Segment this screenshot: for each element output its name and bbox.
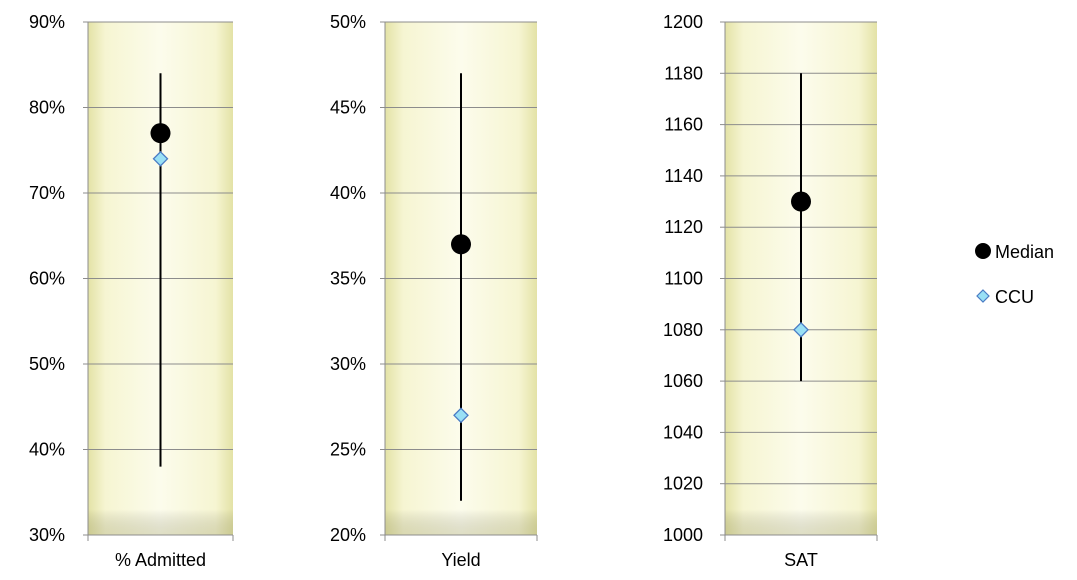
- category-label: Yield: [441, 550, 480, 570]
- median-point: [451, 234, 471, 255]
- y-tick-label: 25%: [330, 440, 366, 460]
- y-tick-label: 1000: [663, 525, 703, 545]
- y-tick-label: 1180: [664, 63, 703, 83]
- legend-ccu-label: CCU: [995, 287, 1034, 307]
- y-tick-label: 45%: [330, 98, 366, 118]
- y-tick-label: 1140: [664, 166, 703, 186]
- y-tick-label: 1060: [663, 371, 703, 391]
- legend-median-label: Median: [995, 242, 1054, 262]
- y-tick-label: 80%: [29, 98, 65, 118]
- y-tick-label: 70%: [29, 183, 65, 203]
- y-tick-label: 50%: [29, 354, 65, 374]
- ccu-point: [152, 150, 169, 167]
- panel-admitted: 30% 40% 50% 60% 70% 80% 90% % Admitted: [29, 12, 234, 570]
- panel-sat: 1000 1020 1040 1060 1080 1100 1120 1140 1160 1180…: [663, 12, 878, 570]
- legend-median-marker: [975, 243, 991, 259]
- category-label: % Admitted: [115, 550, 206, 570]
- y-tick-label: 30%: [330, 354, 366, 374]
- legend: Median CCU: [975, 242, 1054, 307]
- y-tick-label: 1120: [664, 217, 703, 237]
- y-tick-label: 35%: [330, 269, 366, 289]
- y-tick-label: 1020: [663, 474, 703, 494]
- median-point: [791, 191, 811, 212]
- category-label: SAT: [784, 550, 818, 570]
- y-tick-label: 1080: [663, 320, 703, 340]
- y-tick-label: 90%: [29, 12, 65, 32]
- median-point: [150, 123, 171, 144]
- panel-yield: 20% 25% 30% 35% 40% 45% 50% Yield: [330, 12, 538, 570]
- y-tick-label: 30%: [29, 525, 65, 545]
- y-tick-label: 20%: [330, 525, 366, 545]
- y-tick-label: 50%: [330, 12, 366, 32]
- y-tick-label: 1040: [663, 422, 703, 442]
- legend-ccu-marker: [976, 289, 990, 303]
- y-tick-label: 1200: [663, 12, 703, 32]
- y-tick-label: 40%: [29, 440, 65, 460]
- y-tick-label: 40%: [330, 183, 366, 203]
- ccu-point: [453, 407, 469, 424]
- y-tick-label: 1160: [664, 115, 703, 135]
- y-tick-label: 60%: [29, 269, 65, 289]
- ccu-point: [793, 321, 809, 338]
- y-tick-label: 1100: [664, 269, 703, 289]
